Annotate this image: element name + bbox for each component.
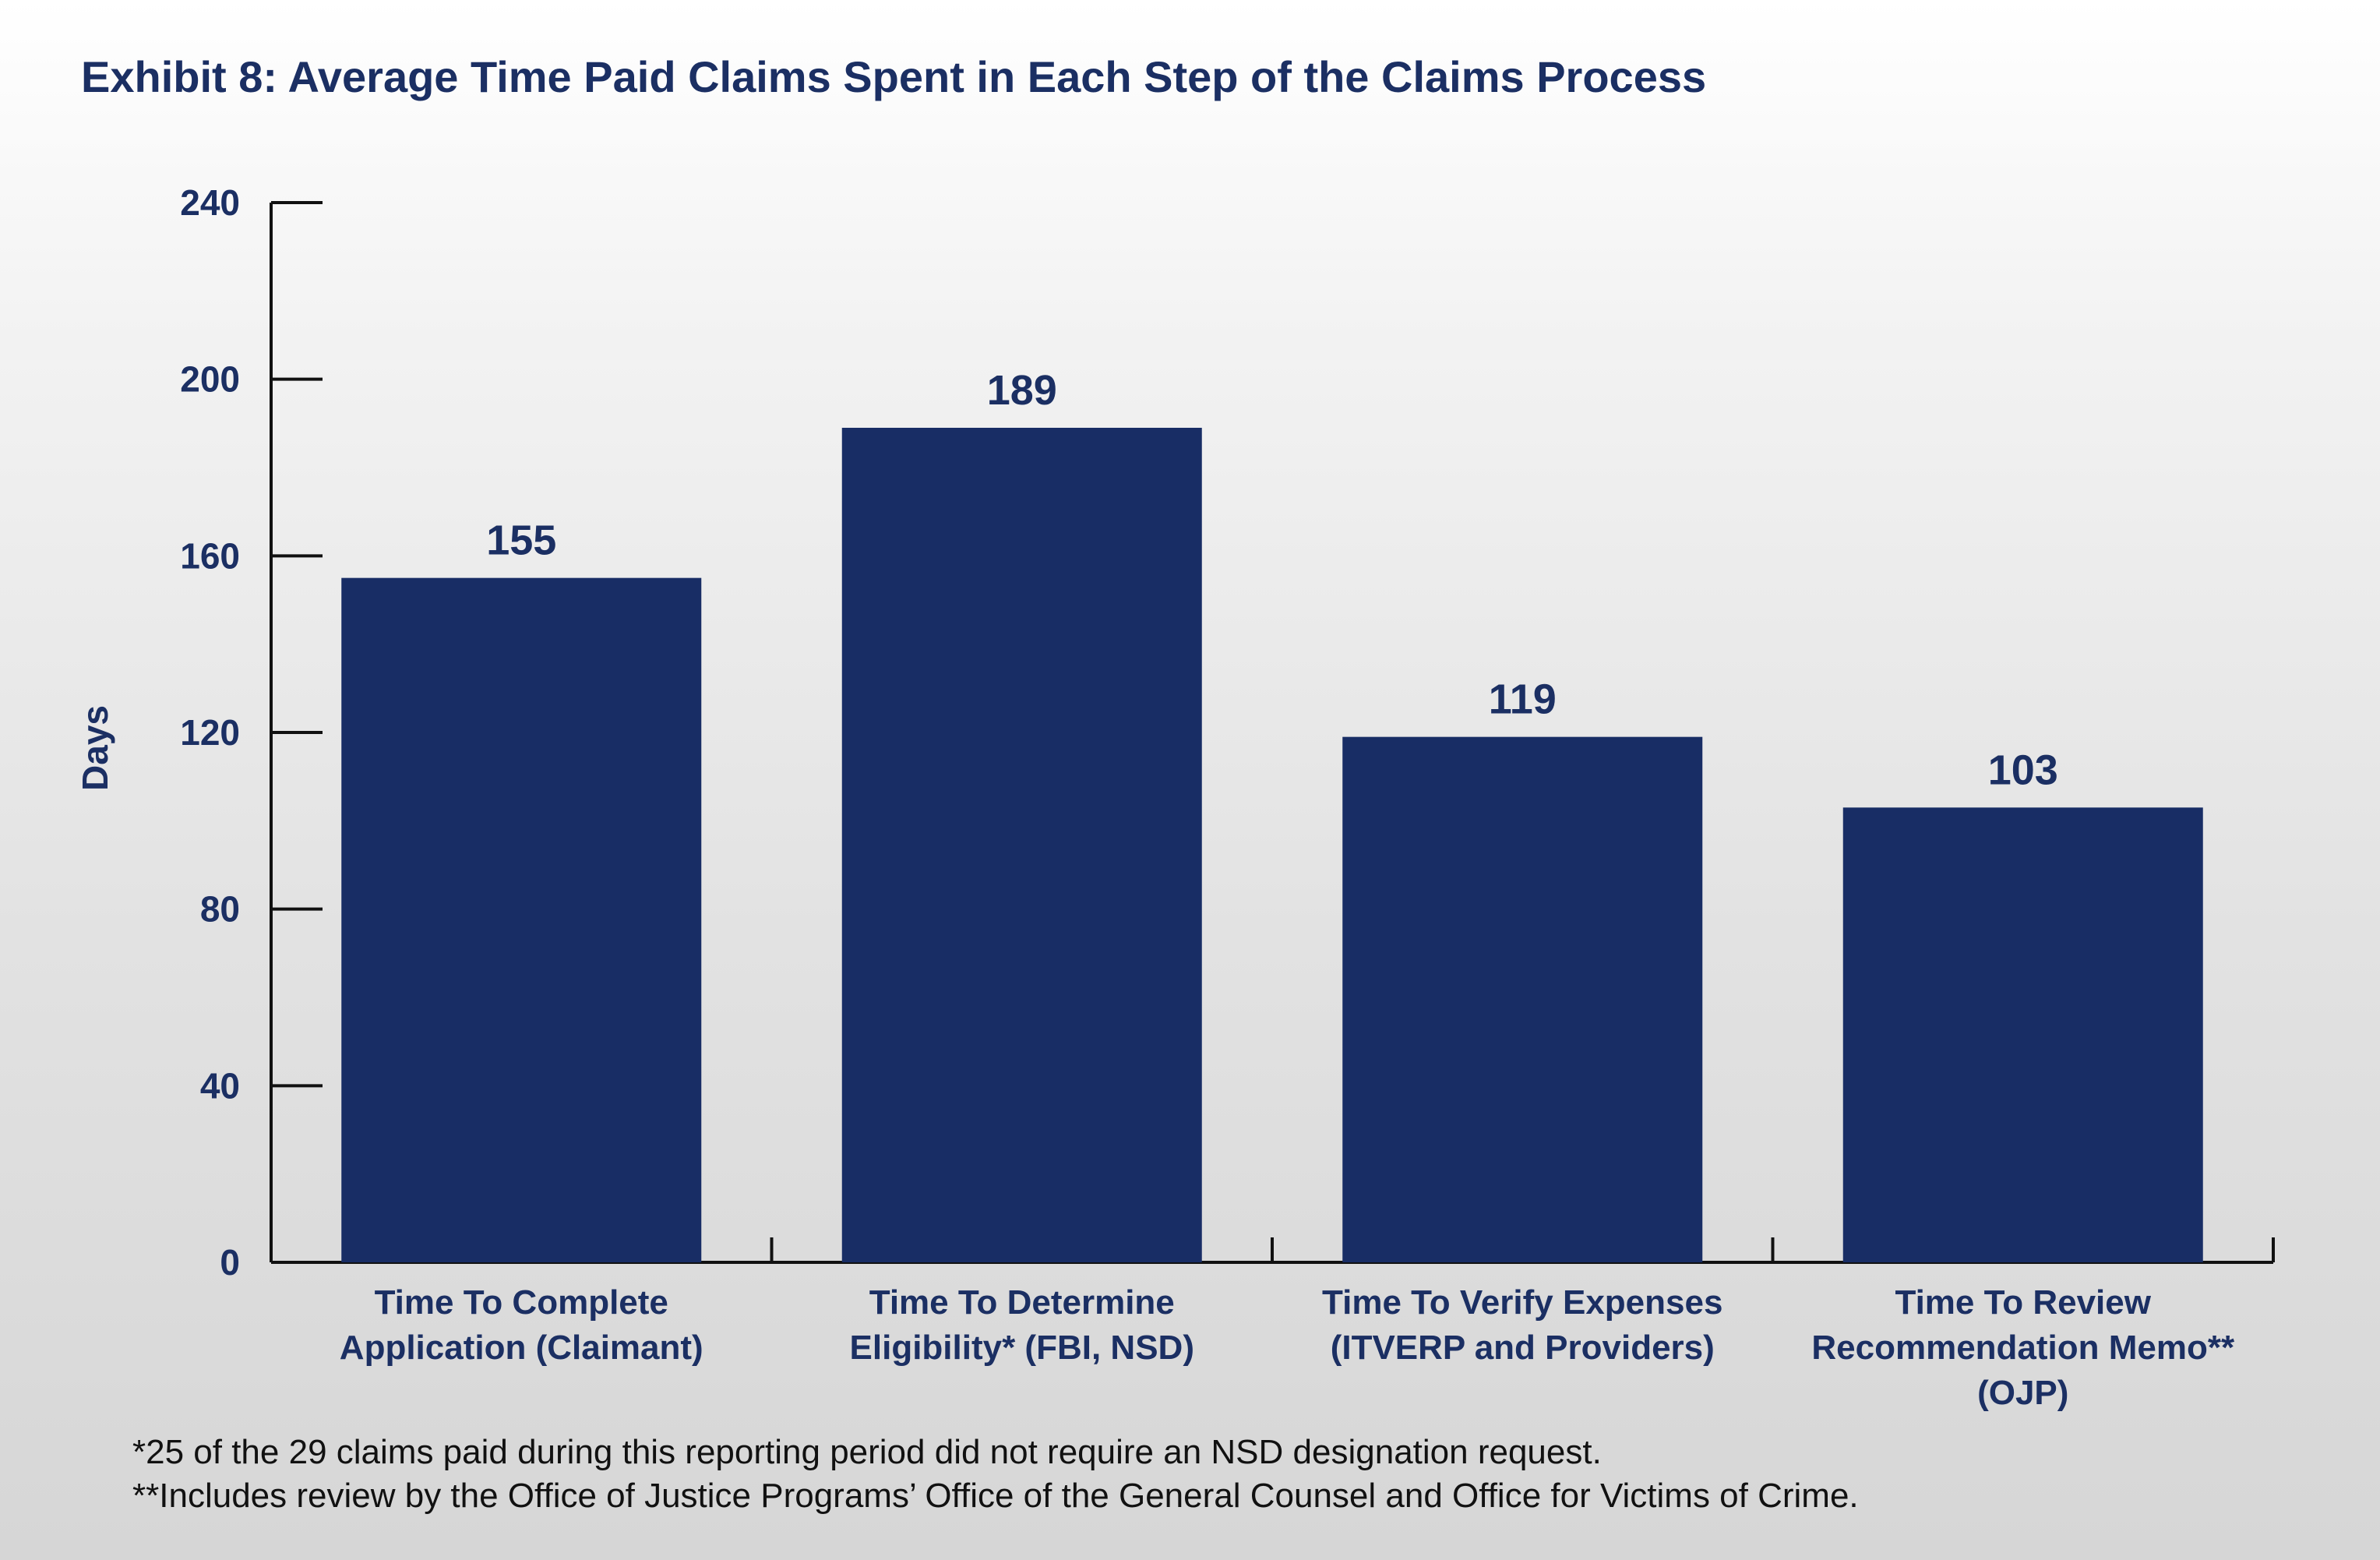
category-label-line: Time To Review bbox=[1895, 1283, 2152, 1322]
chart-title: Exhibit 8: Average Time Paid Claims Spen… bbox=[81, 52, 1707, 101]
data-label: 119 bbox=[1489, 676, 1557, 723]
bar bbox=[1842, 807, 2203, 1262]
y-axis-title: Days bbox=[75, 705, 115, 791]
y-tick-label: 160 bbox=[180, 535, 240, 576]
category-label-line: (OJP) bbox=[1977, 1374, 2068, 1412]
category-label: Time To Review Recommendation Memo** (OJP) bbox=[1811, 1283, 2235, 1412]
category-label: Time To Determine Eligibility* (FBI, NSD) bbox=[850, 1283, 1194, 1367]
bar bbox=[841, 428, 1202, 1262]
data-label: 189 bbox=[987, 367, 1057, 414]
category-labels: Time To Complete Application (Claimant)Ti… bbox=[340, 1283, 2235, 1412]
footnote-nsd: *25 of the 29 claims paid during this re… bbox=[132, 1433, 1602, 1471]
category-label-line: Eligibility* (FBI, NSD) bbox=[850, 1329, 1194, 1367]
category-label-line: Time To Complete bbox=[375, 1283, 668, 1322]
category-label-line: Time To Verify Expenses bbox=[1322, 1283, 1722, 1322]
bar bbox=[1342, 736, 1703, 1262]
y-tick-label: 200 bbox=[180, 359, 240, 400]
y-axis: 0 40 80 120 160 200 240 Days bbox=[75, 182, 323, 1283]
category-label-line: Recommendation Memo** bbox=[1811, 1329, 2235, 1367]
data-label: 155 bbox=[486, 517, 556, 564]
y-tick-label: 80 bbox=[200, 889, 240, 930]
y-tick-label: 120 bbox=[180, 712, 240, 753]
data-labels: 155 189 119 103 bbox=[486, 367, 2058, 793]
footnotes: *25 of the 29 claims paid during this re… bbox=[132, 1431, 1859, 1518]
y-tick-label: 40 bbox=[200, 1065, 240, 1106]
category-label: Time To Verify Expenses (ITVERP and Provi… bbox=[1322, 1283, 1722, 1367]
category-label-line: (ITVERP and Providers) bbox=[1331, 1329, 1715, 1367]
category-label: Time To Complete Application (Claimant) bbox=[340, 1283, 703, 1367]
data-label: 103 bbox=[1988, 746, 2058, 793]
category-label-line: Time To Determine bbox=[869, 1283, 1175, 1322]
y-tick-label: 240 bbox=[180, 182, 240, 223]
bars bbox=[341, 428, 2203, 1262]
footnote-ojp-review: **Includes review by the Office of Justi… bbox=[132, 1477, 1859, 1515]
y-tick-label: 0 bbox=[220, 1242, 240, 1283]
category-label-line: Application (Claimant) bbox=[340, 1329, 703, 1367]
bar bbox=[341, 577, 702, 1262]
